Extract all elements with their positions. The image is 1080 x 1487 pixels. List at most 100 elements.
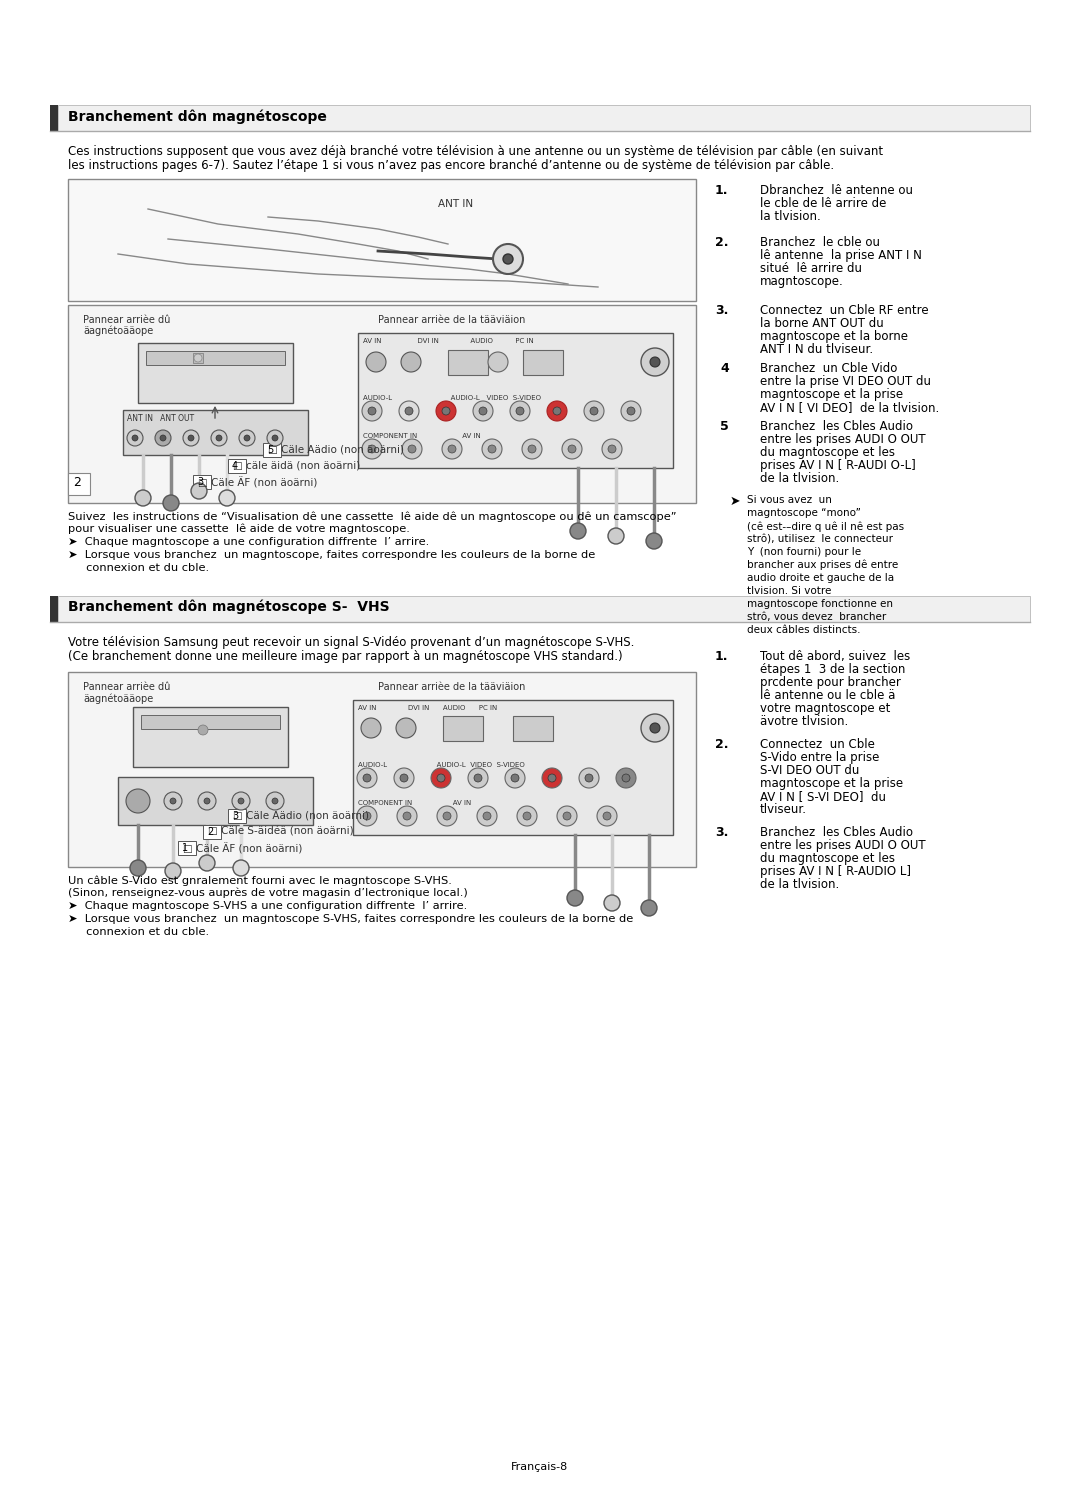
Circle shape (135, 491, 151, 506)
Bar (264, 443, 281, 457)
Bar (138, 343, 293, 403)
Circle shape (510, 401, 530, 421)
Circle shape (585, 775, 593, 782)
Circle shape (602, 439, 622, 459)
Bar (118, 778, 313, 825)
Text: AUDIO-L                          AUDIO-L   VIDEO  S-VIDEO: AUDIO-L AUDIO-L VIDEO S-VIDEO (363, 396, 541, 401)
Text: Français-8: Français-8 (511, 1462, 569, 1472)
Text: magntoscope et la prise: magntoscope et la prise (760, 388, 903, 401)
Circle shape (622, 775, 630, 782)
Text: Branchement dôn magnétoscope S-  VHS: Branchement dôn magnétoscope S- VHS (68, 599, 390, 614)
Circle shape (483, 812, 491, 819)
Text: la borne ANT OUT du: la borne ANT OUT du (760, 317, 883, 330)
Text: 1.: 1. (715, 650, 729, 663)
Circle shape (642, 348, 669, 376)
Circle shape (216, 436, 222, 442)
Text: magntoscope.: magntoscope. (760, 275, 843, 288)
Text: audio droite et gauche de la: audio droite et gauche de la (747, 572, 894, 583)
Circle shape (480, 407, 487, 415)
Text: S-VI DEO OUT du: S-VI DEO OUT du (760, 764, 860, 778)
Text: ➤  Lorsque vous branchez  un magntoscope S-VHS, faites correspondre les couleurs: ➤ Lorsque vous branchez un magntoscope S… (68, 915, 633, 923)
Text: ➤: ➤ (730, 495, 741, 509)
Text: ANT IN: ANT IN (438, 199, 473, 210)
Circle shape (394, 767, 414, 788)
Text: Y  (non fourni) pour le: Y (non fourni) pour le (747, 547, 861, 558)
Text: strô, vous devez  brancher: strô, vous devez brancher (747, 613, 887, 622)
Circle shape (403, 812, 411, 819)
Text: magntoscope “mono”: magntoscope “mono” (747, 509, 861, 517)
Bar (513, 717, 553, 741)
Circle shape (191, 483, 207, 500)
Circle shape (621, 401, 642, 421)
Circle shape (542, 767, 562, 788)
Text: äagnétoääope: äagnétoääope (83, 326, 153, 336)
Circle shape (443, 812, 451, 819)
Circle shape (165, 862, 181, 879)
Text: □ Cäle S-äidéä (non äoärni): □ Cäle S-äidéä (non äoärni) (208, 827, 353, 837)
Text: la tlvision.: la tlvision. (760, 210, 821, 223)
Text: AV IN                DVI IN              AUDIO          PC IN: AV IN DVI IN AUDIO PC IN (363, 338, 534, 343)
Text: 2.: 2. (715, 236, 729, 248)
Text: Pannear arrièe dû: Pannear arrièe dû (83, 315, 171, 326)
Text: pour visualiser une cassette  lê aide de votre magntoscope.: pour visualiser une cassette lê aide de … (68, 523, 410, 534)
Circle shape (570, 523, 586, 538)
Text: 3.: 3. (715, 825, 728, 839)
Circle shape (199, 855, 215, 871)
Text: AV I N [ VI DEO]  de la tlvision.: AV I N [ VI DEO] de la tlvision. (760, 401, 940, 413)
Text: 2: 2 (207, 827, 213, 837)
Circle shape (557, 806, 577, 825)
Text: Connectez  un Cble RF entre: Connectez un Cble RF entre (760, 303, 929, 317)
Text: Votre télévision Samsung peut recevoir un signal S-Vidéo provenant d’un magnétos: Votre télévision Samsung peut recevoir u… (68, 636, 634, 648)
Circle shape (568, 445, 576, 454)
Circle shape (266, 793, 284, 810)
Text: Branchez  le cble ou: Branchez le cble ou (760, 236, 880, 248)
Bar (523, 349, 563, 375)
Circle shape (608, 528, 624, 544)
Text: 3: 3 (232, 810, 238, 821)
Text: Pannear arrièe de la tääviäion: Pannear arrièe de la tääviäion (378, 315, 525, 326)
Text: strô), utilisez  le connecteur: strô), utilisez le connecteur (747, 534, 893, 544)
Text: □ Cäle ÄF (non äoärni): □ Cäle ÄF (non äoärni) (198, 477, 318, 488)
Circle shape (399, 401, 419, 421)
Text: □ Cäle ÄF (non äoärni): □ Cäle ÄF (non äoärni) (183, 843, 302, 855)
Text: le cble de lê arrire de: le cble de lê arrire de (760, 196, 887, 210)
Circle shape (548, 775, 556, 782)
Circle shape (401, 352, 421, 372)
Bar (141, 715, 280, 729)
Circle shape (156, 430, 171, 446)
Text: Dbranchez  lê antenne ou: Dbranchez lê antenne ou (760, 184, 913, 196)
Text: Un câble S-Vido est gnralement fourni avec le magntoscope S-VHS.: Un câble S-Vido est gnralement fourni av… (68, 874, 451, 885)
Bar (50, 106, 58, 131)
Circle shape (563, 812, 571, 819)
Bar (68, 473, 90, 495)
Text: lê antenne ou le cble ä: lê antenne ou le cble ä (760, 688, 895, 702)
Text: ävotre tlvision.: ävotre tlvision. (760, 715, 848, 729)
Text: magntoscope fonctionne en: magntoscope fonctionne en (747, 599, 893, 610)
Circle shape (562, 439, 582, 459)
Circle shape (477, 806, 497, 825)
Circle shape (126, 790, 150, 813)
Text: prises AV I N [ R-AUDIO L]: prises AV I N [ R-AUDIO L] (760, 865, 912, 877)
Text: (Ce branchement donne une meilleure image par rapport à un magnétoscope VHS stan: (Ce branchement donne une meilleure imag… (68, 650, 623, 663)
Circle shape (436, 401, 456, 421)
Text: Branchement dôn magnétoscope: Branchement dôn magnétoscope (68, 109, 327, 123)
Text: COMPONENT IN                  AV IN: COMPONENT IN AV IN (357, 800, 471, 806)
Bar (228, 809, 246, 822)
Text: 2.: 2. (715, 738, 729, 751)
Text: magntoscope et la prise: magntoscope et la prise (760, 778, 903, 790)
Circle shape (397, 806, 417, 825)
Circle shape (448, 445, 456, 454)
Text: prises AV I N [ R-AUDI O-L]: prises AV I N [ R-AUDI O-L] (760, 459, 916, 471)
Circle shape (160, 436, 166, 442)
Text: connexion et du cble.: connexion et du cble. (68, 564, 210, 572)
Circle shape (474, 775, 482, 782)
Circle shape (468, 767, 488, 788)
Text: 4: 4 (720, 361, 729, 375)
Bar (203, 825, 221, 839)
Text: 1.: 1. (715, 184, 729, 196)
Circle shape (431, 767, 451, 788)
Text: □ cäle äidä (non äoärni): □ cäle äidä (non äoärni) (233, 461, 361, 471)
Text: les instructions pages 6-7). Sautez l’étape 1 si vous n’avez pas encore branché : les instructions pages 6-7). Sautez l’ét… (68, 159, 834, 172)
Circle shape (567, 891, 583, 906)
Text: COMPONENT IN                    AV IN: COMPONENT IN AV IN (363, 433, 481, 439)
